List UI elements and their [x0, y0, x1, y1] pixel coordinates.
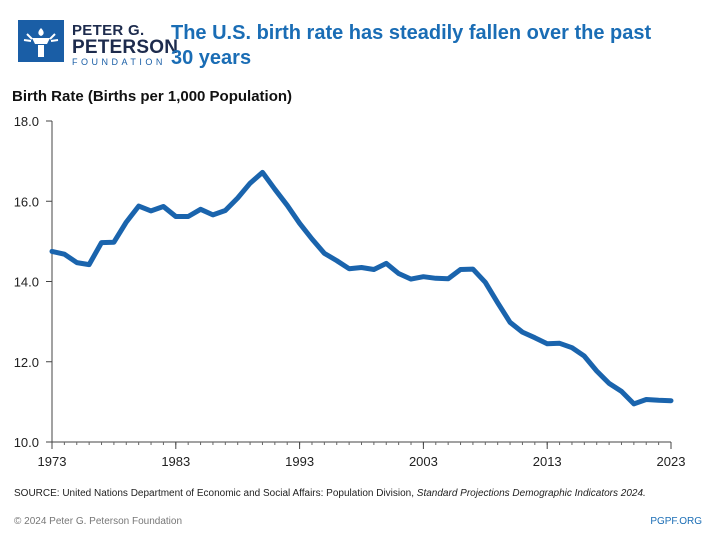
source-text: SOURCE: United Nations Department of Eco… [14, 488, 417, 499]
y-tick-label: 12.0 [14, 355, 39, 370]
x-tick-label: 1973 [38, 454, 67, 469]
series-line-birth-rate [49, 169, 674, 407]
logo-line1: PETER G. [72, 22, 145, 39]
y-tick-label: 14.0 [14, 275, 39, 290]
x-tick-label: 1993 [285, 454, 314, 469]
y-tick-label: 18.0 [14, 114, 39, 129]
y-tick-label: 10.0 [14, 435, 39, 450]
logo: PETER G. PETERSON FOUNDATION [12, 14, 178, 68]
chart-title: The U.S. birth rate has steadily fallen … [171, 22, 652, 69]
torch-icon [18, 20, 64, 62]
copyright: © 2024 Peter G. Peterson Foundation [14, 516, 183, 527]
source-note: SOURCE: United Nations Department of Eco… [14, 488, 646, 499]
line-chart: 10.0 12.0 14.0 16.0 18.0 1973 1983 1993 2003 2013… [14, 114, 686, 469]
y-axis-label: Birth Rate (Births per 1,000 Population) [12, 88, 293, 105]
site-link[interactable]: PGPF.ORG [650, 516, 702, 527]
source-title: Standard Projections Demographic Indicat… [416, 488, 646, 499]
x-tick-label: 1983 [161, 454, 190, 469]
y-tick-label: 16.0 [14, 194, 39, 209]
logo-line3: FOUNDATION [72, 57, 166, 67]
x-tick-label: 2023 [657, 454, 686, 469]
x-tick-label: 2013 [533, 454, 562, 469]
x-tick-label: 2003 [409, 454, 438, 469]
logo-line2: PETERSON [72, 37, 179, 58]
